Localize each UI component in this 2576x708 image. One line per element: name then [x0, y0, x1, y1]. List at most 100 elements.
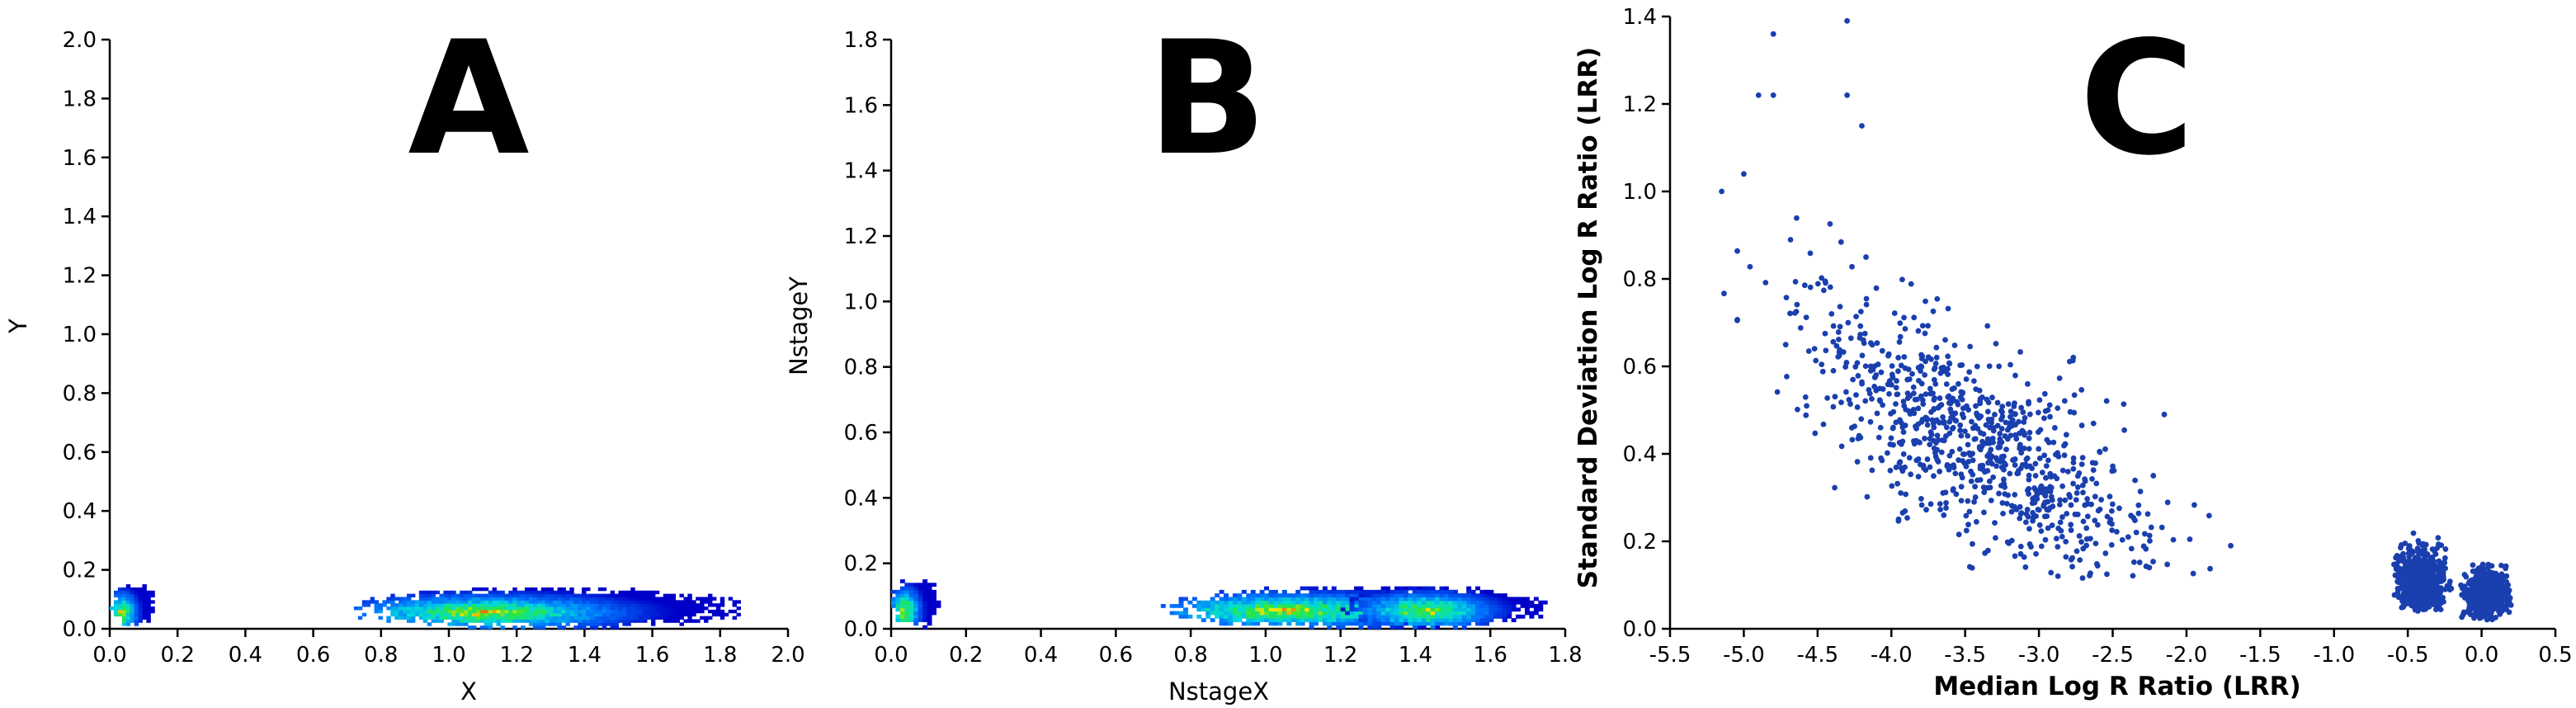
density-cell — [1246, 611, 1252, 616]
data-point — [1792, 279, 1799, 285]
density-cell — [1408, 586, 1413, 591]
density-cell — [492, 590, 498, 595]
density-cell — [1228, 614, 1234, 619]
density-cell — [700, 607, 705, 611]
density-cell — [443, 593, 448, 597]
density-cell — [679, 600, 684, 604]
density-cell — [1232, 604, 1238, 608]
density-cell — [540, 587, 546, 592]
density-cell — [1399, 600, 1404, 605]
density-cell — [626, 603, 631, 607]
data-point — [2078, 387, 2085, 393]
data-point — [1928, 356, 1934, 362]
data-point — [1946, 393, 1952, 399]
density-cell — [1309, 600, 1314, 605]
data-point — [2007, 361, 2013, 368]
density-cell — [451, 612, 456, 617]
data-point — [1984, 408, 1991, 415]
data-point — [1721, 290, 1727, 297]
density-cell — [1489, 597, 1494, 602]
density-cell — [521, 612, 526, 617]
density-cell — [553, 597, 559, 601]
data-point — [1945, 353, 1951, 360]
x-tick-label: 0.4 — [229, 643, 262, 668]
data-point — [2007, 420, 2012, 427]
density-cell — [908, 600, 914, 605]
density-cell — [468, 590, 473, 595]
density-cell — [117, 590, 123, 595]
density-cell — [1457, 611, 1463, 616]
data-point — [1931, 397, 1937, 404]
density-cell — [521, 609, 526, 614]
density-cell — [1461, 625, 1467, 630]
data-point — [2404, 594, 2410, 601]
density-cell — [508, 603, 513, 607]
density-cell — [418, 607, 424, 611]
density-cell — [1461, 597, 1467, 602]
data-point — [2071, 392, 2078, 399]
density-cell — [927, 589, 932, 594]
density-cell — [1452, 593, 1458, 597]
data-point — [1950, 486, 1956, 492]
density-cell — [1443, 621, 1449, 626]
density-cell — [654, 612, 660, 617]
density-cell — [679, 622, 684, 626]
density-cell — [1484, 604, 1489, 608]
density-cell — [647, 593, 652, 597]
density-cell — [904, 583, 910, 588]
density-cell — [508, 600, 513, 604]
density-cell — [1484, 621, 1489, 626]
density-cell — [521, 603, 526, 607]
density-cell — [1358, 607, 1364, 612]
data-point — [1943, 381, 1950, 387]
density-cell — [525, 600, 530, 604]
density-cell — [1371, 600, 1377, 605]
density-cell — [150, 600, 155, 604]
density-cell — [1318, 597, 1323, 602]
density-cell — [121, 590, 127, 595]
data-point — [1886, 390, 1892, 397]
density-cell — [927, 611, 932, 616]
data-point — [2068, 502, 2074, 508]
density-cell — [532, 593, 538, 597]
density-cell — [1286, 604, 1292, 608]
density-cell — [1376, 600, 1382, 605]
data-point — [2017, 349, 2023, 355]
density-cell — [125, 607, 131, 611]
density-cell — [1290, 604, 1296, 608]
density-cell — [1345, 607, 1351, 612]
data-point — [1770, 92, 1776, 98]
data-point — [2017, 511, 2024, 517]
density-cell — [1426, 604, 1432, 608]
density-cell — [545, 600, 550, 604]
density-cell — [447, 609, 452, 614]
data-point — [1889, 363, 1895, 369]
density-cell — [1498, 593, 1503, 597]
density-cell — [1371, 604, 1377, 608]
density-cell — [1224, 593, 1229, 597]
density-cell — [1426, 586, 1432, 591]
density-cell — [1371, 589, 1377, 594]
density-cell — [130, 619, 135, 623]
density-cell — [1358, 589, 1364, 594]
density-cell — [1412, 589, 1418, 594]
density-cell — [146, 593, 151, 597]
data-point — [1794, 215, 1800, 221]
data-point — [1914, 396, 1920, 403]
density-cell — [593, 619, 599, 623]
density-cell — [431, 603, 436, 607]
density-cell — [1358, 618, 1364, 622]
density-cell — [1309, 589, 1314, 594]
density-cell — [399, 612, 403, 617]
density-cell — [553, 603, 559, 607]
density-cell — [561, 609, 566, 614]
density-cell — [1484, 607, 1489, 612]
density-cell — [1215, 611, 1220, 616]
density-cell — [361, 612, 367, 617]
density-cell — [1380, 593, 1386, 597]
density-cell — [1394, 625, 1399, 630]
data-point — [2049, 497, 2055, 503]
density-cell — [1502, 597, 1507, 602]
data-point — [2103, 398, 2110, 404]
density-cell — [1403, 597, 1408, 602]
